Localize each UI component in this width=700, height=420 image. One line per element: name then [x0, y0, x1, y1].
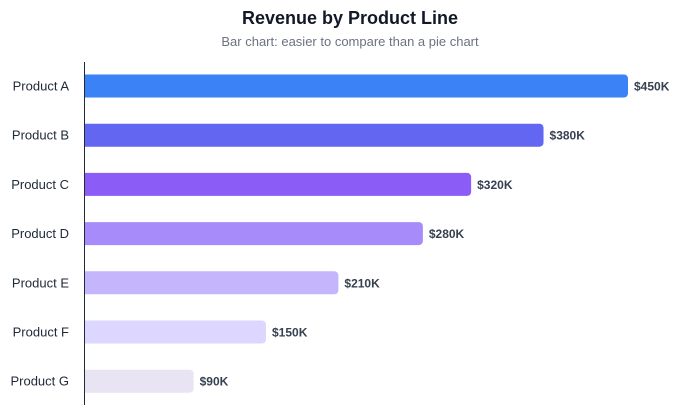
bar [85, 222, 423, 246]
category-label: Product C [11, 177, 69, 192]
chart-subtitle: Bar chart: easier to compare than a pie … [221, 34, 479, 49]
category-label: Product D [11, 226, 69, 241]
bar [85, 123, 544, 147]
chart-title: Revenue by Product Line [241, 8, 459, 28]
bar [85, 74, 628, 98]
data-label: $320K [477, 178, 513, 192]
bar [85, 271, 339, 295]
category-label: Product A [13, 79, 70, 94]
category-label: Product E [12, 275, 69, 290]
data-label: $380K [550, 129, 586, 143]
bar [85, 172, 472, 196]
bar [85, 320, 266, 344]
data-label: $210K [344, 276, 380, 290]
category-label: Product F [13, 325, 69, 340]
category-label: Product B [12, 128, 69, 143]
data-label: $90K [200, 375, 229, 389]
data-label: $280K [429, 227, 465, 241]
category-label: Product G [10, 374, 69, 389]
data-label: $450K [634, 80, 670, 94]
bar [85, 369, 194, 393]
data-label: $150K [272, 326, 308, 340]
